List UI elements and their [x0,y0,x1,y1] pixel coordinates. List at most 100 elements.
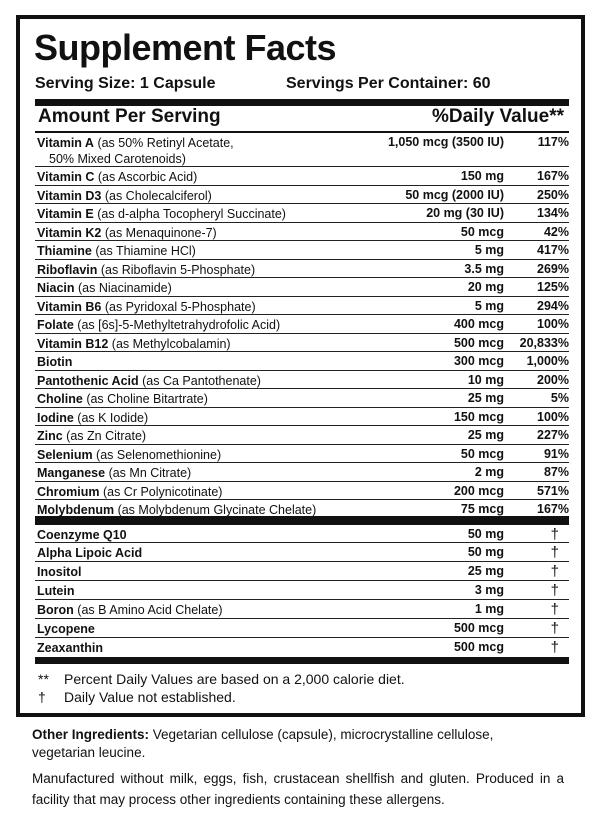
nutrient-daily-value: 125% [537,280,569,294]
nutrient-label: Pantothenic Acid [37,373,139,388]
nutrient-label: Lycopene [37,622,95,636]
nutrient-name: Selenium (as Selenomethionine) [37,447,221,463]
divider-thick [35,657,569,664]
nutrient-label: Zinc [37,429,63,443]
nutrient-amount: 5 mg [474,298,504,313]
nutrient-amount: 500 mcg [453,335,504,350]
nutrient-daily-value: 20,833% [519,335,569,350]
servings-per-container: Servings Per Container: 60 [286,75,491,92]
nutrient-daily-value: 294% [537,298,569,313]
nutrient-name: Coenzyme Q10 [37,527,127,543]
nutrient-source: (as Riboflavin 5-Phosphate) [97,262,256,277]
nutrient-name: Vitamin B6 (as Pyridoxal 5-Phosphate) [37,299,256,315]
nutrient-daily-value: 250% [537,187,569,202]
nutrient-row: Molybdenum (as Molybdenum Glycinate Chel… [35,499,569,518]
nutrient-amount: 25 mg [467,564,504,578]
nutrient-amount: 50 mcg (2000 IU) [405,187,504,202]
footnote: ** Percent Daily Values are based on a 2,… [38,671,405,687]
nutrient-name: Inositol [37,564,81,580]
nutrient-label: Boron [37,603,74,617]
nutrient-amount: 3 mg [474,583,504,597]
nutrient-daily-value: 42% [543,224,569,239]
nutrient-amount: 50 mcg [460,446,504,461]
nutrient-name: Boron (as B Amino Acid Chelate) [37,602,223,618]
nutrient-daily-value: † [550,526,559,543]
nutrient-daily-value: 269% [537,261,569,276]
nutrient-label: Inositol [37,565,82,579]
nutrient-amount: 25 mg [467,428,504,442]
nutrient-label: Lutein [37,584,75,598]
nutrient-name: Vitamin C (as Ascorbic Acid) [37,169,197,185]
nutrient-label: Vitamin E [37,207,94,221]
daily-value-header: %Daily Value** [431,106,564,127]
nutrient-daily-value: † [550,620,559,637]
nutrient-source: (as Ca Pantothenate) [138,373,261,388]
nutrient-amount: 300 mcg [453,354,504,368]
nutrient-row: Vitamin K2 (as Menaquinone-7) 50 mcg 42% [35,221,569,241]
nutrient-daily-value: 167% [537,502,569,516]
footnote-mark: † [38,689,46,705]
nutrient-label: Vitamin B12 [37,336,109,351]
nutrient-row: Coenzyme Q10 50 mg † [35,523,569,543]
other-ingredients-text: Vegetarian cellulose (capsule), microcry… [32,727,494,760]
nutrient-amount: 2 mg [474,465,504,479]
nutrient-source: (as Thiamine HCl) [91,244,196,258]
nutrient-label: Manganese [37,466,106,480]
nutrient-daily-value: 134% [537,206,569,220]
other-ingredients-label: Other Ingredients: [32,727,150,742]
allergen-statement: Manufactured without milk, eggs, fish, c… [32,771,564,807]
nutrient-name: Vitamin E (as d-alpha Tocopheryl Succina… [37,206,286,222]
footnote: † Daily Value not established. [38,689,236,705]
nutrient-row: Iodine (as K Iodide) 150 mcg 100% [35,406,569,426]
nutrient-amount: 50 mg [467,527,504,541]
nutrient-source: (as Choline Bitartrate) [82,392,208,406]
nutrient-source: (as Selenomethionine) [92,447,222,462]
nutrient-name: Thiamine (as Thiamine HCl) [37,243,196,259]
nutrient-daily-value: 571% [537,483,569,498]
nutrient-row: Lycopene 500 mcg † [35,618,569,637]
nutrient-label: Thiamine [37,244,92,258]
nutrient-source: (as Zn Citrate) [62,429,147,443]
nutrient-name: Chromium (as Cr Polynicotinate) [37,484,222,500]
footnote-mark: ** [38,671,49,687]
nutrient-label: Vitamin C [37,170,95,184]
nutrient-name: Iodine (as K Iodide) [37,410,148,426]
nutrient-daily-value: 1,000% [526,354,569,368]
nutrient-amount: 1,050 mcg (3500 IU) [387,135,504,149]
nutrient-daily-value: † [550,563,559,580]
nutrient-label: Iodine [37,410,74,425]
nutrient-amount: 500 mcg [453,640,504,654]
nutrient-source: (as Cr Polynicotinate) [99,484,223,499]
nutrient-row: Vitamin B6 (as Pyridoxal 5-Phosphate) 5 m… [35,295,569,315]
nutrient-name: Alpha Lipoic Acid [37,545,142,561]
nutrient-name: Zeaxanthin [37,640,103,656]
supplement-facts-panel: Supplement Facts Serving Size: 1 Capsule… [16,15,585,717]
nutrient-name: Vitamin A (as 50% Retinyl Acetate, 50% Mi… [37,135,234,167]
nutrient-daily-value: 167% [537,169,569,183]
divider-thick [35,99,569,106]
nutrient-row: Manganese (as Mn Citrate) 2 mg 87% [35,462,569,481]
nutrient-label: Biotin [37,355,73,369]
nutrient-daily-value: 87% [543,465,569,479]
nutrient-label: Chromium [37,484,100,499]
nutrient-row: Zinc (as Zn Citrate) 25 mg 227% [35,425,569,444]
nutrient-row: Zeaxanthin 500 mcg † [35,637,569,656]
nutrient-source: (as B Amino Acid Chelate) [73,603,223,617]
nutrient-source: 50% Mixed Carotenoids) [49,152,186,166]
nutrient-source: (as Ascorbic Acid) [94,170,198,184]
nutrient-name: Vitamin D3 (as Cholecalciferol) [37,188,212,204]
nutrient-source: (as Menaquinone-7) [101,225,217,240]
nutrient-name: Vitamin K2 (as Menaquinone-7) [37,225,217,241]
nutrient-row: Vitamin A (as 50% Retinyl Acetate, 50% Mi… [35,131,569,166]
nutrient-name: Pantothenic Acid (as Ca Pantothenate) [37,373,261,389]
nutrient-daily-value: † [550,582,559,599]
nutrient-amount: 150 mcg [453,409,504,424]
nutrient-label: Vitamin B6 [37,299,102,314]
nutrient-label: Zeaxanthin [37,641,103,655]
nutrient-name: Folate (as [6s]-5-Methyltetrahydrofolic … [37,317,280,333]
nutrient-daily-value: † [550,601,559,618]
nutrient-label: Alpha Lipoic Acid [37,546,143,560]
other-nutrient-table: Coenzyme Q10 50 mg † Alpha Lipoic Acid 50 mg… [35,523,569,656]
nutrient-row: Alpha Lipoic Acid 50 mg † [35,542,569,561]
nutrient-source: (as Mn Citrate) [105,466,192,480]
